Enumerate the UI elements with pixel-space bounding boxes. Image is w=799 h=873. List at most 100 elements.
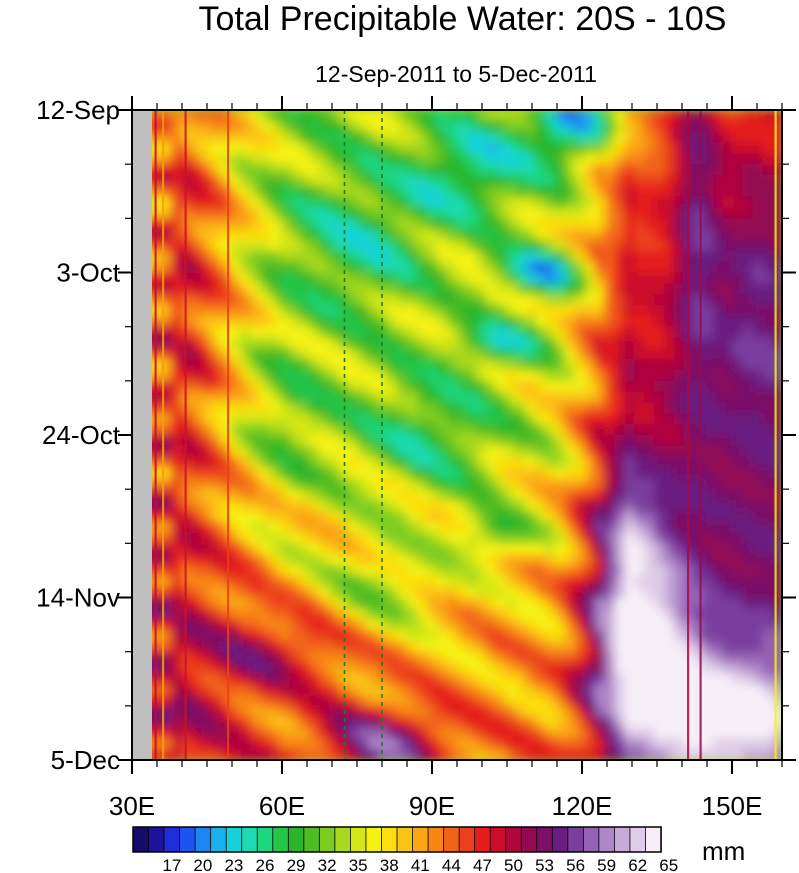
field-cell	[220, 229, 232, 242]
field-cell	[604, 597, 616, 610]
field-cell	[181, 608, 193, 621]
field-cell	[328, 662, 341, 675]
field-cell	[663, 727, 675, 740]
field-cell	[309, 175, 321, 188]
field-cell	[594, 272, 606, 285]
field-cell	[388, 695, 400, 708]
field-cell	[644, 521, 656, 534]
field-cell	[545, 500, 557, 513]
field-cell	[181, 521, 193, 534]
field-cell	[594, 489, 606, 502]
field-cell	[397, 294, 409, 307]
field-cell	[240, 326, 252, 339]
field-cell	[260, 467, 272, 480]
field-cell	[703, 326, 715, 339]
field-cell	[772, 272, 782, 285]
field-cell	[722, 185, 734, 198]
field-cell	[585, 164, 597, 177]
field-cell	[486, 283, 498, 296]
field-cell	[624, 402, 636, 415]
field-cell	[388, 532, 400, 545]
field-cell	[240, 510, 252, 523]
field-cell	[535, 283, 547, 296]
field-cell	[319, 489, 331, 502]
field-cell	[417, 402, 429, 415]
field-cell	[309, 240, 321, 253]
field-cell	[614, 716, 626, 729]
field-cell	[476, 705, 488, 718]
field-cell	[476, 586, 488, 599]
field-cell	[358, 250, 370, 263]
field-cell	[299, 435, 311, 448]
field-cell	[348, 727, 360, 740]
field-cell	[210, 543, 222, 556]
field-cell	[447, 521, 459, 534]
field-cell	[358, 261, 370, 274]
field-cell	[762, 391, 774, 404]
field-cell	[260, 196, 272, 209]
field-cell	[230, 640, 242, 653]
field-cell	[447, 240, 459, 253]
field-cell	[260, 651, 272, 664]
field-cell	[368, 500, 380, 513]
field-cell	[161, 326, 173, 339]
field-cell	[338, 565, 350, 578]
field-cell	[210, 445, 222, 458]
field-cell	[230, 240, 242, 253]
field-cell	[653, 597, 666, 610]
field-cell	[476, 662, 488, 675]
field-cell	[220, 597, 232, 610]
field-cell	[378, 575, 390, 588]
field-cell	[762, 738, 774, 751]
field-cell	[230, 565, 242, 578]
field-cell	[555, 153, 567, 166]
field-cell	[161, 283, 173, 296]
field-cell	[486, 185, 498, 198]
field-cell	[535, 532, 547, 545]
field-cell	[525, 110, 537, 123]
field-cell	[466, 608, 478, 621]
field-cell	[289, 207, 301, 220]
field-cell	[555, 207, 567, 220]
field-cell	[378, 315, 390, 328]
field-cell	[279, 510, 291, 523]
field-cell	[210, 153, 222, 166]
field-cell	[269, 207, 281, 220]
field-cell	[742, 294, 754, 307]
field-cell	[427, 272, 439, 285]
field-cell	[161, 532, 173, 545]
field-cell	[171, 120, 183, 133]
field-cell	[663, 391, 675, 404]
field-cell	[220, 684, 232, 697]
field-cell	[328, 575, 341, 588]
field-cell	[427, 640, 439, 653]
field-cell	[437, 272, 449, 285]
field-cell	[289, 705, 301, 718]
field-cell	[525, 326, 537, 339]
field-cell	[368, 142, 380, 155]
field-cell	[614, 153, 626, 166]
field-cell	[555, 597, 567, 610]
field-cell	[575, 705, 587, 718]
field-cell	[496, 673, 508, 686]
field-cell	[535, 695, 547, 708]
field-cell	[752, 749, 764, 760]
field-cell	[722, 521, 734, 534]
field-cell	[653, 175, 666, 188]
field-cell	[181, 435, 193, 448]
field-cell	[693, 435, 705, 448]
field-cell	[575, 348, 587, 361]
field-cell	[338, 196, 350, 209]
field-cell	[644, 120, 656, 133]
field-cell	[407, 695, 419, 708]
field-cell	[427, 608, 439, 621]
field-cell	[397, 435, 409, 448]
field-cell	[594, 207, 606, 220]
field-cell	[772, 684, 782, 697]
field-cell	[388, 521, 400, 534]
field-cell	[486, 305, 498, 318]
field-cell	[269, 218, 281, 231]
field-cell	[417, 695, 429, 708]
field-cell	[506, 467, 518, 480]
field-cell	[762, 489, 774, 502]
